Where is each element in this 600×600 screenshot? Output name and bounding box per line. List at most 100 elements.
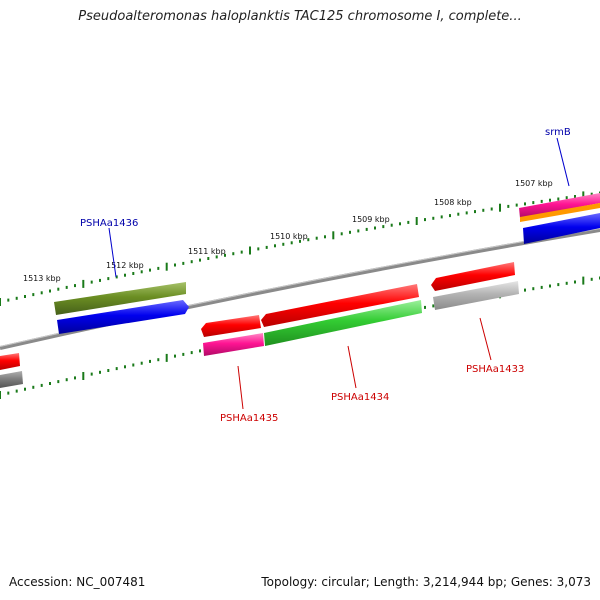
- outer-ring-major-tick: [0, 298, 1, 306]
- gene-label-srmB[interactable]: srmB: [545, 127, 571, 138]
- outer-ring-minor-tick: [557, 197, 560, 201]
- gene-feature-orange-stripe[interactable]: [520, 203, 600, 222]
- inner-ring-minor-tick: [15, 389, 18, 393]
- outer-ring-major-tick: [332, 231, 335, 240]
- outer-ring-minor-tick: [257, 247, 260, 251]
- gene-label-1436[interactable]: PSHAa1436: [80, 218, 138, 229]
- inner-ring-minor-tick: [549, 284, 551, 288]
- outer-ring-minor-tick: [57, 287, 60, 291]
- inner-ring-minor-tick: [199, 349, 201, 353]
- outer-ring-minor-tick: [465, 211, 468, 215]
- inner-ring-minor-tick: [557, 283, 560, 287]
- leader-line-1436: [108, 227, 117, 278]
- gene-feature-red-left[interactable]: [201, 315, 261, 337]
- outer-ring-minor-tick: [140, 270, 143, 274]
- outer-ring-minor-tick: [540, 199, 543, 203]
- outer-ring-minor-tick: [99, 278, 101, 282]
- inner-ring-major-tick: [165, 353, 168, 362]
- map-title: Pseudoalteromonas haloplanktis TAC125 ch…: [78, 9, 522, 24]
- outer-ring-minor-tick: [199, 258, 201, 262]
- outer-ring-minor-tick: [507, 204, 510, 208]
- outer-ring-major-tick: [249, 246, 251, 255]
- ruler-label-1509: 1509 kbp: [352, 215, 390, 224]
- outer-ring-minor-tick: [524, 202, 526, 206]
- accession-text: Accession: NC_007481: [9, 575, 146, 589]
- ruler-label-1508: 1508 kbp: [434, 198, 472, 207]
- outer-ring-minor-tick: [107, 277, 110, 281]
- inner-ring-minor-tick: [149, 359, 151, 363]
- outer-ring-minor-tick: [515, 203, 518, 207]
- inner-ring-minor-tick: [157, 358, 160, 362]
- outer-ring-minor-tick: [7, 298, 10, 302]
- outer-ring-minor-tick: [399, 222, 401, 226]
- inner-ring-minor-tick: [74, 376, 76, 380]
- gene-feature-red-1434[interactable]: [261, 284, 419, 327]
- inner-ring-minor-tick: [140, 361, 143, 365]
- outer-ring-minor-tick: [532, 201, 535, 205]
- inner-ring-minor-tick: [190, 351, 193, 355]
- outer-ring-minor-tick: [132, 272, 135, 275]
- outer-ring-minor-tick: [382, 225, 385, 229]
- gene-feature-pink-1435[interactable]: [203, 333, 264, 356]
- inner-ring-minor-tick: [574, 280, 576, 284]
- outer-ring-minor-tick: [182, 261, 185, 265]
- inner-ring-minor-tick: [57, 380, 60, 384]
- outer-ring-minor-tick: [232, 252, 235, 256]
- outer-ring-minor-tick: [32, 293, 35, 297]
- gene-label-1435[interactable]: PSHAa1435: [220, 413, 278, 424]
- inner-ring-minor-tick: [40, 383, 43, 387]
- outer-ring-minor-tick: [124, 273, 126, 277]
- gene-feature-gray-1433[interactable]: [433, 281, 519, 310]
- gene-feature-blue-1436[interactable]: [57, 300, 189, 334]
- outer-ring-minor-tick: [74, 284, 76, 288]
- outer-ring-minor-tick: [149, 268, 151, 272]
- inner-ring-minor-tick: [565, 281, 568, 285]
- outer-ring-minor-tick: [207, 257, 210, 260]
- outer-ring-minor-tick: [407, 220, 410, 224]
- inner-ring-minor-tick: [532, 287, 535, 291]
- inner-ring-minor-tick: [24, 387, 26, 391]
- gene-label-1434[interactable]: PSHAa1434: [331, 392, 389, 403]
- gene-feature-red-edge[interactable]: [0, 353, 20, 370]
- outer-ring-minor-tick: [290, 241, 293, 245]
- gene-feature-darkgray-edge[interactable]: [0, 371, 23, 388]
- outer-ring-major-tick: [499, 203, 501, 212]
- outer-ring-minor-tick: [215, 255, 218, 259]
- gene-feature-green-1434[interactable]: [264, 300, 422, 346]
- leader-line-1434: [347, 345, 357, 389]
- leader-line-1435: [237, 365, 244, 410]
- inner-ring-minor-tick: [132, 363, 135, 367]
- gene-feature-olive[interactable]: [54, 282, 186, 315]
- outer-ring-minor-tick: [24, 295, 26, 298]
- inner-ring-minor-tick: [540, 285, 543, 289]
- outer-ring-minor-tick: [299, 239, 301, 243]
- outer-ring-minor-tick: [324, 235, 326, 239]
- outer-ring-minor-tick: [574, 195, 576, 198]
- outer-ring-minor-tick: [174, 263, 176, 267]
- outer-ring-minor-tick: [340, 232, 343, 236]
- outer-tick-ring: [0, 191, 600, 306]
- inner-ring-minor-tick: [32, 385, 35, 389]
- outer-ring-minor-tick: [65, 285, 68, 289]
- outer-ring-minor-tick: [565, 196, 568, 200]
- inner-ring-major-tick: [582, 276, 585, 285]
- inner-ring-minor-tick: [107, 369, 110, 372]
- gene-feature-red-1433[interactable]: [431, 262, 515, 291]
- outer-ring-minor-tick: [449, 214, 451, 218]
- gene-feature-pink-srmB[interactable]: [519, 193, 600, 218]
- outer-ring-minor-tick: [365, 227, 368, 231]
- outer-ring-major-tick: [415, 217, 418, 225]
- outer-ring-minor-tick: [349, 230, 351, 234]
- outer-ring-minor-tick: [590, 192, 593, 196]
- outer-ring-minor-tick: [390, 223, 393, 227]
- outer-ring-minor-tick: [432, 216, 435, 220]
- outer-ring-minor-tick: [49, 289, 51, 293]
- outer-ring-major-tick: [582, 191, 585, 200]
- outer-ring-major-tick: [82, 279, 85, 288]
- outer-ring-minor-tick: [440, 215, 443, 219]
- gene-feature-blue-srmB[interactable]: [523, 213, 600, 244]
- gene-label-1433[interactable]: PSHAa1433: [466, 364, 524, 375]
- ruler-label-1511: 1511 kbp: [188, 247, 226, 256]
- inner-ring-minor-tick: [424, 305, 426, 309]
